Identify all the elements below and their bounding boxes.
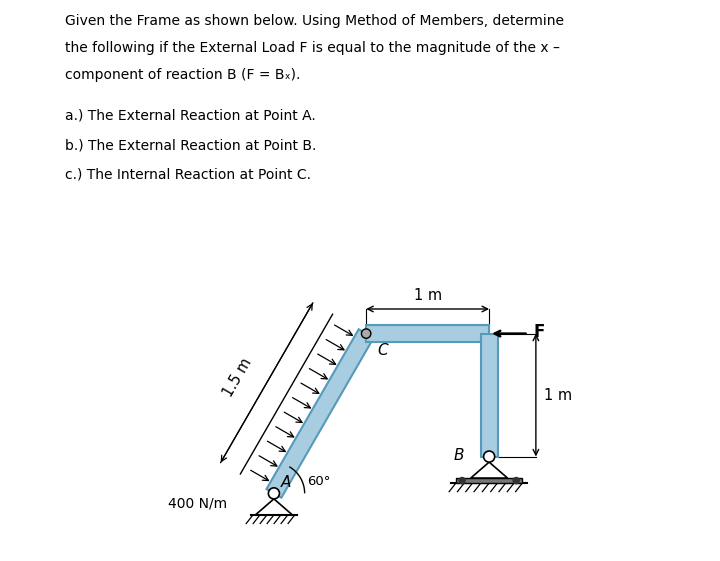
Text: component of reaction B (F = Bₓ).: component of reaction B (F = Bₓ). — [65, 68, 300, 82]
Circle shape — [361, 329, 371, 338]
Polygon shape — [366, 325, 489, 342]
Polygon shape — [456, 478, 522, 483]
Text: Given the Frame as shown below. Using Method of Members, determine: Given the Frame as shown below. Using Me… — [65, 14, 564, 28]
Text: B: B — [454, 448, 464, 463]
Circle shape — [513, 477, 519, 484]
Polygon shape — [471, 462, 508, 478]
Text: a.) The External Reaction at Point A.: a.) The External Reaction at Point A. — [65, 109, 315, 123]
Text: C: C — [377, 343, 388, 358]
Polygon shape — [266, 329, 374, 498]
Text: 1 m: 1 m — [413, 288, 441, 303]
Circle shape — [459, 477, 465, 484]
Text: 1.5 m: 1.5 m — [220, 356, 254, 400]
Polygon shape — [480, 334, 498, 457]
Text: 1 m: 1 m — [544, 388, 572, 403]
Text: 60°: 60° — [307, 475, 330, 489]
Text: F: F — [534, 323, 545, 341]
Text: c.) The Internal Reaction at Point C.: c.) The Internal Reaction at Point C. — [65, 167, 311, 181]
Circle shape — [484, 451, 495, 462]
Text: A: A — [282, 475, 292, 490]
Text: b.) The External Reaction at Point B.: b.) The External Reaction at Point B. — [65, 138, 316, 152]
Polygon shape — [256, 499, 292, 515]
Text: the following if the External Load F is equal to the magnitude of the x –: the following if the External Load F is … — [65, 41, 559, 55]
Circle shape — [269, 488, 279, 499]
Text: 400 N/m: 400 N/m — [168, 496, 227, 510]
